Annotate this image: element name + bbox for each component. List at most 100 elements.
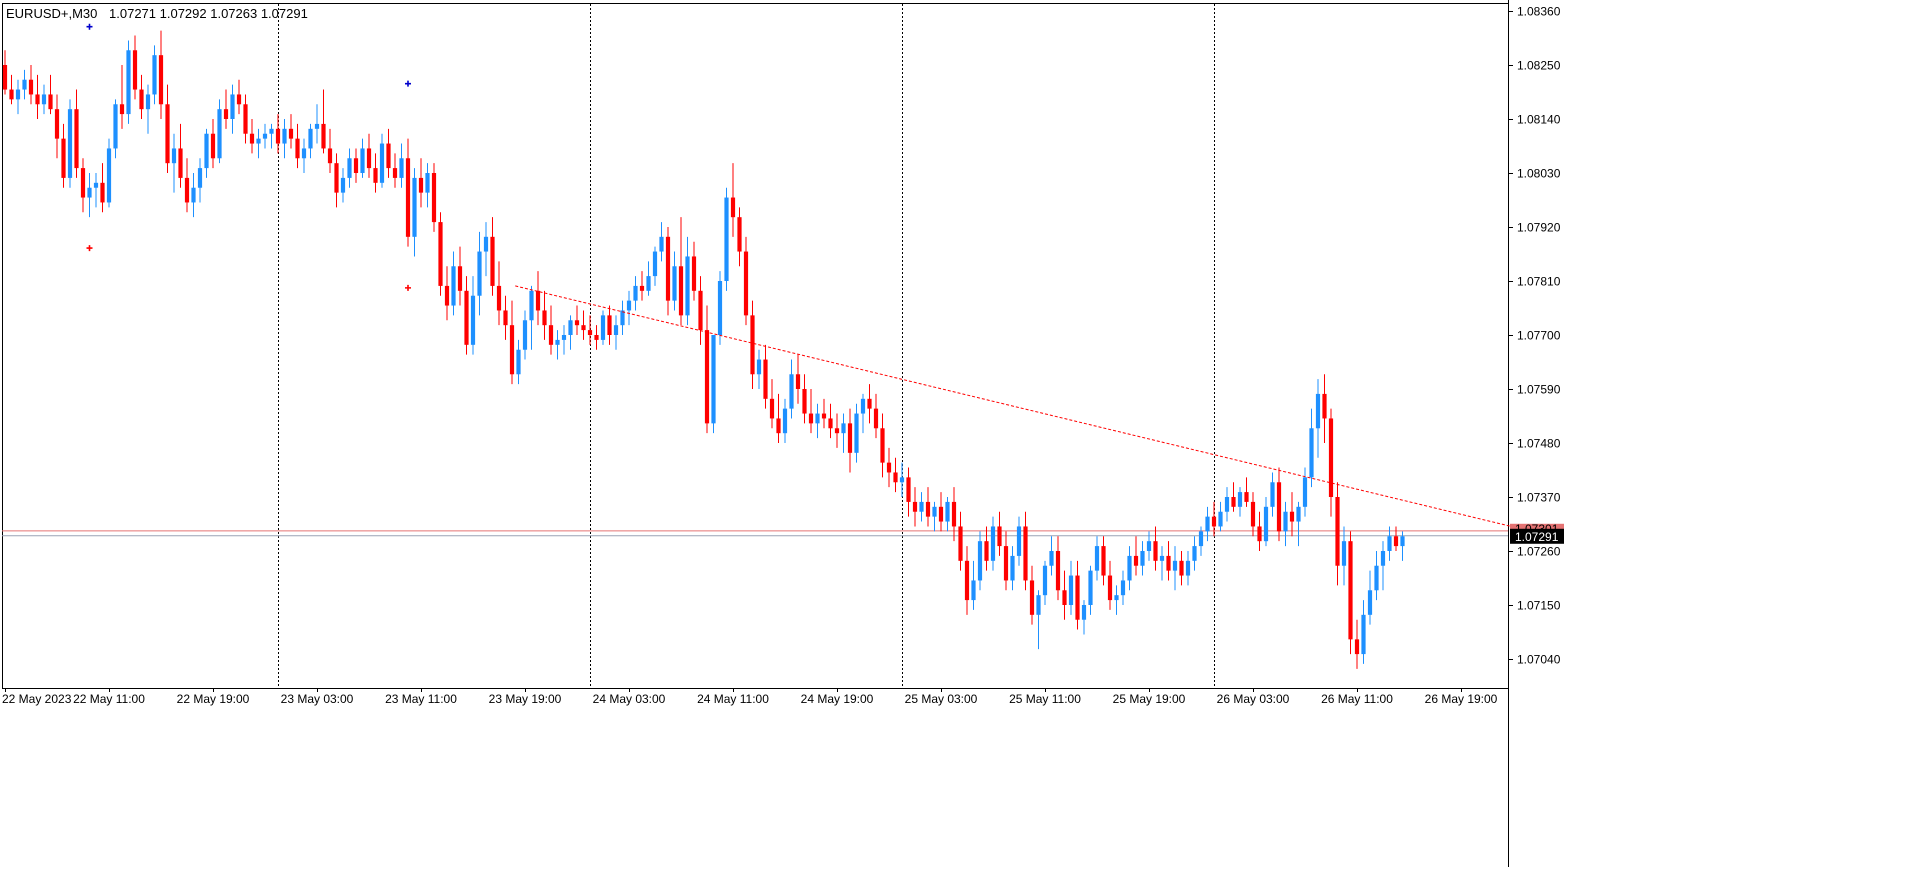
y-tick-label: 1.07370: [1517, 491, 1561, 505]
candle-body: [646, 276, 651, 291]
candle-body: [2, 65, 8, 90]
candle-body: [1367, 590, 1373, 615]
candle-body: [548, 325, 554, 345]
candle-body: [93, 182, 99, 188]
candle-body: [1218, 511, 1223, 527]
candle-body: [1081, 605, 1087, 620]
candle-body: [80, 168, 86, 198]
candle-body: [1322, 393, 1327, 419]
candle-body: [1309, 428, 1314, 478]
candle-body: [841, 423, 846, 434]
candle-body: [1250, 501, 1256, 527]
candle-body: [587, 330, 593, 335]
candle-body: [1263, 506, 1269, 542]
x-tick-label: 23 May 11:00: [385, 692, 457, 706]
candle-body: [1257, 526, 1262, 542]
candle-body: [386, 143, 391, 169]
candle-body: [990, 526, 996, 561]
candle-body: [275, 128, 281, 144]
candle-body: [1042, 565, 1048, 596]
candle-body: [249, 133, 255, 144]
candle-body: [717, 281, 723, 335]
candle-body: [132, 50, 138, 90]
candle-body: [1120, 580, 1126, 596]
candle-body: [243, 104, 248, 134]
candle-body: [314, 123, 320, 129]
candle-body: [854, 413, 859, 453]
candle-body: [457, 266, 463, 291]
candle-body: [1127, 555, 1132, 581]
candle-body: [691, 256, 697, 291]
candle-body: [704, 330, 710, 424]
trendline: [515, 285, 1553, 537]
candle-body: [418, 177, 424, 193]
candle-body: [158, 55, 164, 105]
candle-body: [269, 128, 274, 134]
candle-body: [834, 428, 840, 434]
candle-body: [61, 138, 66, 178]
x-tick-label: 25 May 03:00: [905, 692, 978, 706]
current-price-label: 1.07291: [1515, 530, 1559, 544]
candle-body: [490, 236, 495, 286]
candle-body: [743, 251, 749, 316]
candle-body: [1393, 536, 1399, 547]
candle-body: [204, 133, 209, 169]
candle-body: [925, 501, 931, 517]
candle-body: [366, 148, 372, 169]
x-tick-label: 23 May 19:00: [489, 692, 562, 706]
candle-body: [1133, 555, 1139, 566]
candle-body: [392, 168, 398, 178]
candle-body: [633, 285, 638, 301]
x-tick-label: 22 May 19:00: [177, 692, 250, 706]
candle-body: [750, 315, 755, 375]
symbol-label: EURUSD+,M30: [6, 6, 97, 21]
candle-body: [529, 290, 534, 321]
candle-body: [886, 462, 892, 473]
y-tick-label: 1.08140: [1517, 113, 1561, 127]
candle-body: [444, 285, 450, 306]
x-tick-label: 26 May 11:00: [1321, 692, 1393, 706]
candle-body: [639, 285, 645, 291]
candle-body: [1315, 393, 1321, 429]
candle-body: [451, 266, 456, 306]
candle-body: [652, 251, 658, 277]
x-tick-label: 26 May 19:00: [1425, 692, 1498, 706]
candle-body: [74, 109, 79, 169]
candle-body: [197, 168, 203, 188]
candles-group: [2, 30, 1405, 669]
candle-body: [542, 310, 547, 326]
candle-body: [178, 148, 183, 178]
candle-body: [1114, 595, 1119, 601]
candle-body: [1075, 575, 1080, 620]
candle-body: [54, 109, 60, 139]
candle-body: [412, 177, 417, 237]
candle-body: [1270, 482, 1275, 507]
candle-body: [789, 374, 794, 409]
candle-body: [126, 50, 131, 115]
x-tick-label: 25 May 19:00: [1113, 692, 1186, 706]
candle-body: [984, 541, 989, 561]
x-tick-label: 25 May 11:00: [1009, 692, 1081, 706]
candle-body: [1296, 506, 1301, 522]
candle-body: [470, 295, 476, 345]
candle-body: [555, 339, 560, 345]
candle-body: [1153, 541, 1158, 561]
candle-body: [516, 349, 521, 375]
candle-body: [880, 428, 885, 463]
y-tick-label: 1.07700: [1517, 329, 1561, 343]
candle-body: [1328, 418, 1334, 497]
candle-body: [1335, 497, 1340, 566]
candle-body: [574, 320, 580, 326]
candle-body: [1224, 497, 1230, 512]
y-tick-label: 1.07260: [1517, 545, 1561, 559]
candle-body: [340, 177, 346, 193]
x-tick-label: 22 May 11:00: [73, 692, 145, 706]
candle-body: [1166, 555, 1171, 571]
candle-body: [971, 580, 976, 601]
candle-body: [626, 300, 632, 311]
ohlc-label: 1.07271 1.07292 1.07263 1.07291: [109, 6, 308, 21]
candle-body: [1003, 546, 1009, 581]
candle-body: [431, 173, 437, 223]
